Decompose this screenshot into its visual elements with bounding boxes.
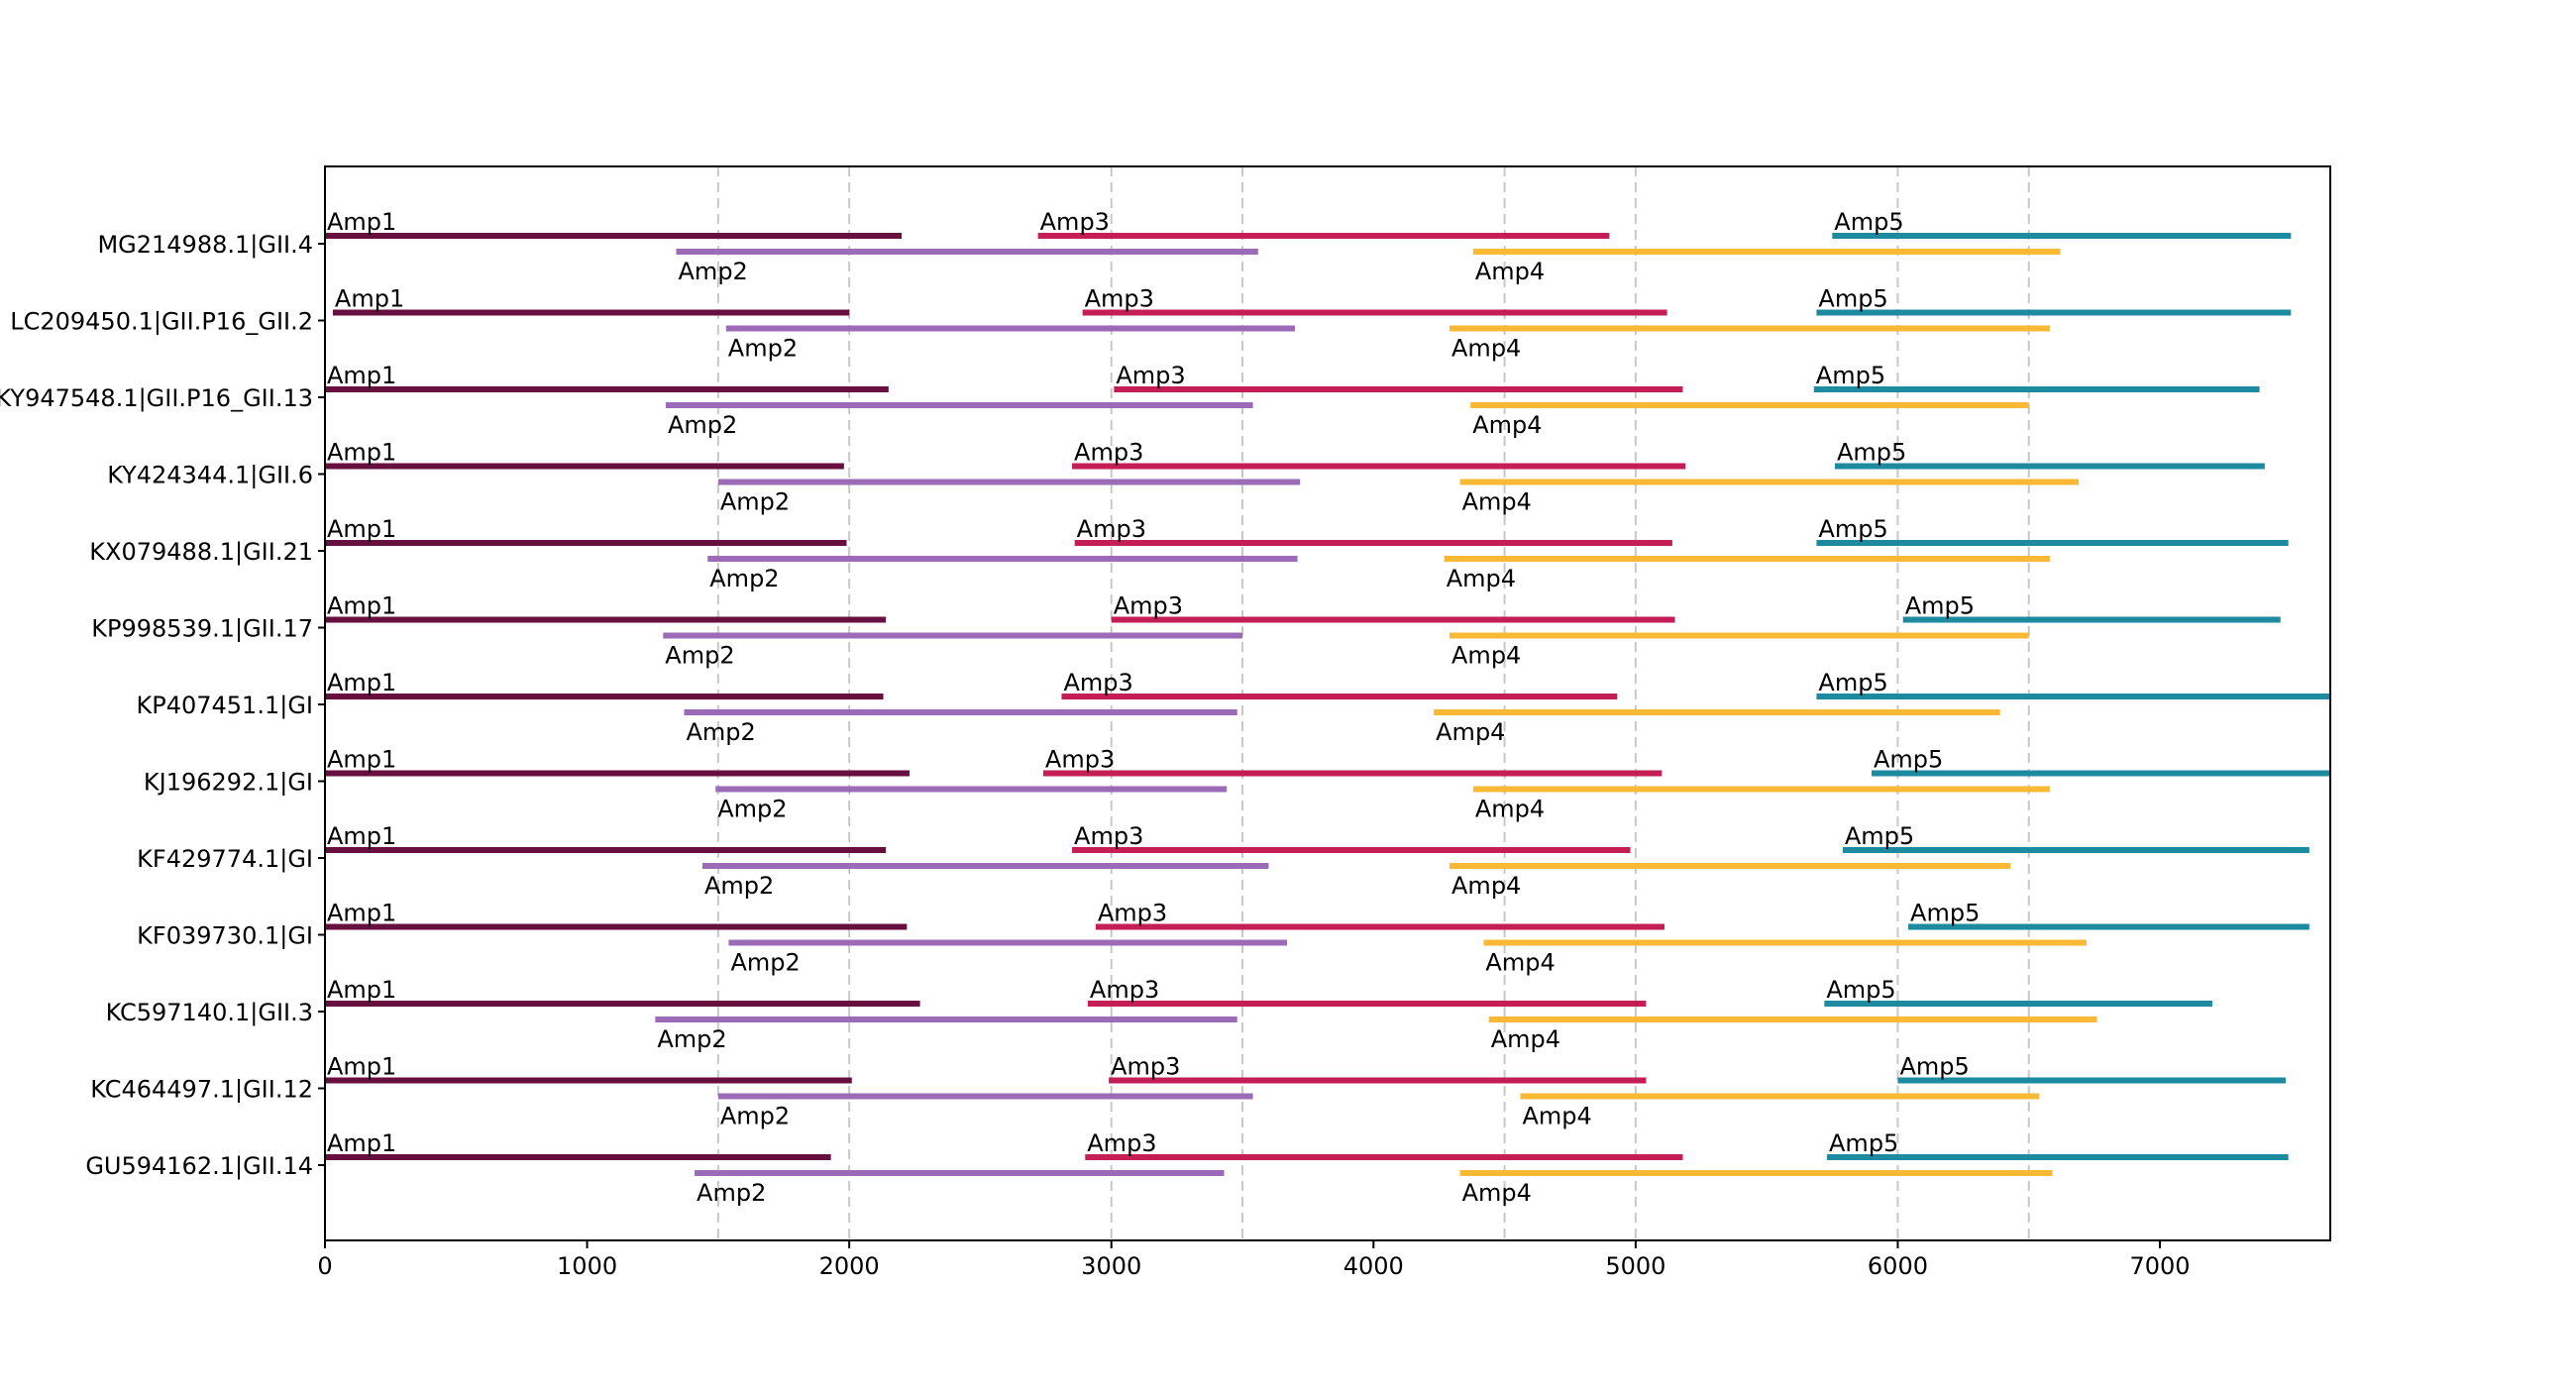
amplicon-label: Amp4 bbox=[1447, 565, 1516, 592]
y-tick-label: KP998539.1|GII.17 bbox=[91, 615, 313, 643]
amplicon-label: Amp1 bbox=[327, 515, 396, 543]
amplicon-label: Amp1 bbox=[327, 439, 396, 467]
y-tick-label: KF039730.1|GI bbox=[137, 922, 313, 950]
amplicon-label: Amp4 bbox=[1451, 642, 1521, 670]
amplicon-label: Amp1 bbox=[327, 362, 396, 389]
amplicon-label: Amp5 bbox=[1905, 592, 1975, 620]
x-tick-label: 2000 bbox=[819, 1252, 880, 1280]
grid-lines bbox=[716, 166, 2030, 1240]
amplicon-label: Amp4 bbox=[1522, 1103, 1591, 1130]
x-tick-label: 3000 bbox=[1081, 1252, 1141, 1280]
amplicon-label: Amp5 bbox=[1816, 362, 1885, 389]
amplicon-label: Amp2 bbox=[657, 1025, 726, 1053]
amplicon-label: Amp3 bbox=[1098, 900, 1167, 927]
y-tick-label: KY947548.1|GII.P16_GII.13 bbox=[0, 384, 313, 412]
amplicon-label: Amp2 bbox=[720, 488, 790, 516]
amplicon-label: Amp1 bbox=[327, 208, 396, 236]
amplicon-label: Amp5 bbox=[1829, 1129, 1898, 1157]
y-tick-label: KF429774.1|GI bbox=[137, 845, 313, 873]
x-tick-label: 1000 bbox=[557, 1252, 617, 1280]
amplicon-label: Amp3 bbox=[1116, 362, 1185, 389]
amplicon-bars bbox=[325, 233, 2330, 1176]
amplicon-label: Amp5 bbox=[1826, 976, 1895, 1004]
amplicon-label: Amp3 bbox=[1085, 285, 1154, 313]
amplicon-label: Amp4 bbox=[1491, 1025, 1560, 1053]
amplicon-label: Amp2 bbox=[668, 411, 737, 439]
y-tick-label: KJ196292.1|GI bbox=[144, 769, 313, 797]
y-tick-label: KC597140.1|GII.3 bbox=[106, 999, 313, 1026]
amplicon-label: Amp4 bbox=[1451, 335, 1521, 363]
amplicon-label: Amp1 bbox=[327, 746, 396, 774]
amplicon-label: Amp2 bbox=[697, 1179, 766, 1207]
amplicon-label: Amp3 bbox=[1114, 592, 1183, 620]
x-axis: 0 1000 2000 3000 4000 5000 6000 7000 bbox=[317, 1240, 2191, 1280]
x-tick-label: 0 bbox=[317, 1252, 332, 1280]
amplicon-label: Amp3 bbox=[1087, 1129, 1156, 1157]
amplicon-label: Amp3 bbox=[1077, 515, 1146, 543]
amplicon-label: Amp1 bbox=[327, 822, 396, 850]
y-tick-label: KP407451.1|GI bbox=[137, 692, 314, 719]
amplicon-label: Amp2 bbox=[686, 718, 755, 746]
amplicon-label: Amp2 bbox=[665, 642, 734, 670]
amplicon-label: Amp4 bbox=[1475, 258, 1545, 285]
amplicon-label: Amp5 bbox=[1845, 822, 1914, 850]
amplicon-label: Amp1 bbox=[327, 976, 396, 1004]
y-tick-label: KX079488.1|GII.21 bbox=[89, 538, 313, 566]
amplicon-label: Amp2 bbox=[717, 796, 787, 823]
y-tick-label: MG214988.1|GII.4 bbox=[97, 231, 313, 259]
amplicon-label: Amp5 bbox=[1818, 669, 1887, 696]
amplicon-label: Amp5 bbox=[1837, 439, 1906, 467]
amplicon-label: Amp1 bbox=[327, 592, 396, 620]
x-tick-label: 5000 bbox=[1605, 1252, 1665, 1280]
amplicon-label: Amp2 bbox=[730, 949, 800, 977]
x-tick-label: 4000 bbox=[1343, 1252, 1404, 1280]
amplicon-label: Amp4 bbox=[1451, 872, 1521, 900]
amplicon-label: Amp4 bbox=[1485, 949, 1555, 977]
amplicon-label: Amp2 bbox=[679, 258, 748, 285]
amplicon-label: Amp3 bbox=[1063, 669, 1132, 696]
amplicon-label: Amp3 bbox=[1045, 746, 1115, 774]
amplicon-label: Amp2 bbox=[728, 335, 798, 363]
amplicon-label: Amp4 bbox=[1462, 488, 1532, 516]
amplicon-label: Amp1 bbox=[327, 669, 396, 696]
x-tick-label: 7000 bbox=[2129, 1252, 2190, 1280]
amplicon-label: Amp1 bbox=[327, 1129, 396, 1157]
amplicon-label: Amp5 bbox=[1834, 208, 1903, 236]
amplicon-label: Amp5 bbox=[1874, 746, 1943, 774]
amplicon-label: Amp2 bbox=[709, 565, 779, 592]
amplicon-label: Amp3 bbox=[1074, 822, 1143, 850]
amplicon-label: Amp2 bbox=[704, 872, 774, 900]
amplicon-label: Amp4 bbox=[1462, 1179, 1532, 1207]
amplicon-label: Amp3 bbox=[1040, 208, 1110, 236]
y-tick-label: KY424344.1|GII.6 bbox=[107, 462, 313, 489]
amplicon-label: Amp3 bbox=[1111, 1053, 1180, 1081]
y-tick-label: KC464497.1|GII.12 bbox=[90, 1076, 313, 1104]
amplicon-label: Amp1 bbox=[335, 285, 404, 313]
y-tick-label: GU594162.1|GII.14 bbox=[85, 1152, 313, 1180]
amplicon-label: Amp2 bbox=[720, 1103, 790, 1130]
plot-frame bbox=[324, 165, 2331, 1241]
amplicon-label: Amp5 bbox=[1899, 1053, 1969, 1081]
amplicon-labels: Amp1 Amp2 Amp3 Amp4 Amp5 MG214988.1|GII.4 Amp1… bbox=[0, 208, 1980, 1207]
amplicon-label: Amp4 bbox=[1436, 718, 1505, 746]
amplicon-label: Amp1 bbox=[327, 1053, 396, 1081]
amplicon-label: Amp5 bbox=[1910, 900, 1980, 927]
x-tick-label: 6000 bbox=[1868, 1252, 1928, 1280]
amplicon-label: Amp3 bbox=[1090, 976, 1159, 1004]
amplicon-label: Amp1 bbox=[327, 900, 396, 927]
amplicon-label: Amp5 bbox=[1818, 285, 1887, 313]
amplicon-label: Amp4 bbox=[1475, 796, 1545, 823]
amplicon-label: Amp5 bbox=[1818, 515, 1887, 543]
y-tick-label: LC209450.1|GII.P16_GII.2 bbox=[10, 308, 313, 336]
amplicon-label: Amp3 bbox=[1074, 439, 1143, 467]
amplicon-label: Amp4 bbox=[1472, 411, 1542, 439]
